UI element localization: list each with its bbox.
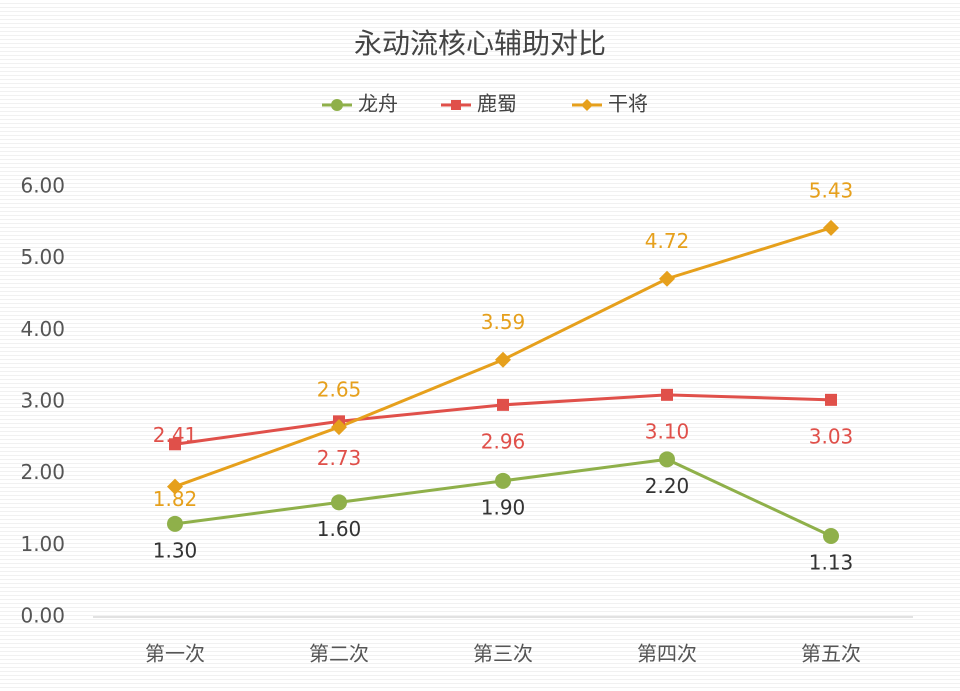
y-tick-label: 0.00 [20,604,65,628]
x-tick-label: 第一次 [145,642,205,666]
data-label: 3.10 [645,419,690,443]
x-tick-label: 第五次 [801,642,861,666]
legend-label: 龙舟 [358,92,398,116]
y-tick-label: 5.00 [20,245,65,269]
legend-marker [581,99,593,111]
marker [331,494,347,511]
data-label: 2.96 [481,429,526,453]
data-label: 1.90 [481,495,526,519]
legend-marker [451,100,461,110]
data-label: 1.13 [809,551,854,575]
marker [659,451,675,468]
data-label: 5.43 [809,178,854,202]
y-tick-label: 4.00 [20,317,65,341]
legend-marker [331,99,343,111]
data-label: 2.20 [645,474,690,498]
marker [825,393,837,406]
data-label: 2.65 [317,378,362,402]
marker [495,351,511,368]
marker [823,219,839,236]
marker [661,388,673,401]
marker [659,270,675,287]
x-tick-label: 第二次 [309,642,369,666]
data-label: 1.82 [153,487,198,511]
y-tick-label: 6.00 [20,174,65,198]
legend-label: 鹿蜀 [477,92,517,116]
data-label: 4.72 [645,229,690,253]
y-tick-label: 2.00 [20,460,65,484]
data-label: 1.60 [317,517,362,541]
y-tick-label: 3.00 [20,389,65,413]
marker [495,472,511,489]
marker [169,438,181,451]
marker [823,528,839,545]
x-tick-label: 第四次 [637,642,697,666]
marker [167,478,183,495]
marker [497,398,509,411]
chart-title: 永动流核心辅助对比 [354,27,606,60]
data-label: 2.41 [153,423,198,447]
data-label: 1.30 [153,538,198,562]
x-tick-label: 第三次 [473,642,533,666]
data-label: 3.59 [481,310,526,334]
marker [167,515,183,532]
legend-label: 干将 [608,92,648,116]
y-tick-label: 1.00 [20,532,65,556]
data-label: 2.73 [317,446,362,470]
data-label: 3.03 [809,424,854,448]
marker [331,419,347,436]
